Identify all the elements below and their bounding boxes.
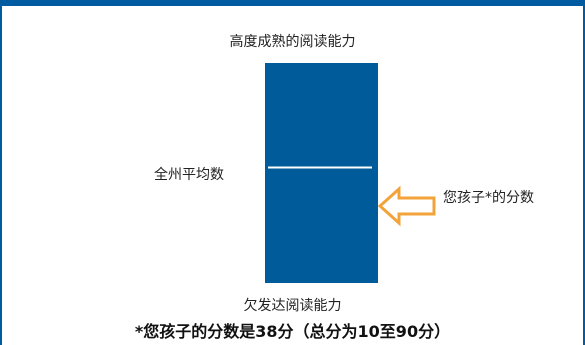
child-score-label: 您孩子*的分数 <box>443 190 534 206</box>
scale-top-label: 高度成熟的阅读能力 <box>229 34 356 50</box>
child-score-arrow <box>377 185 436 227</box>
score-range-bar <box>265 63 378 283</box>
state-average-label: 全州平均数 <box>154 167 224 183</box>
score-caption: *您孩子的分数是38分（总分为10至90分） <box>134 322 451 341</box>
scale-bottom-label: 欠发达阅读能力 <box>243 298 342 314</box>
